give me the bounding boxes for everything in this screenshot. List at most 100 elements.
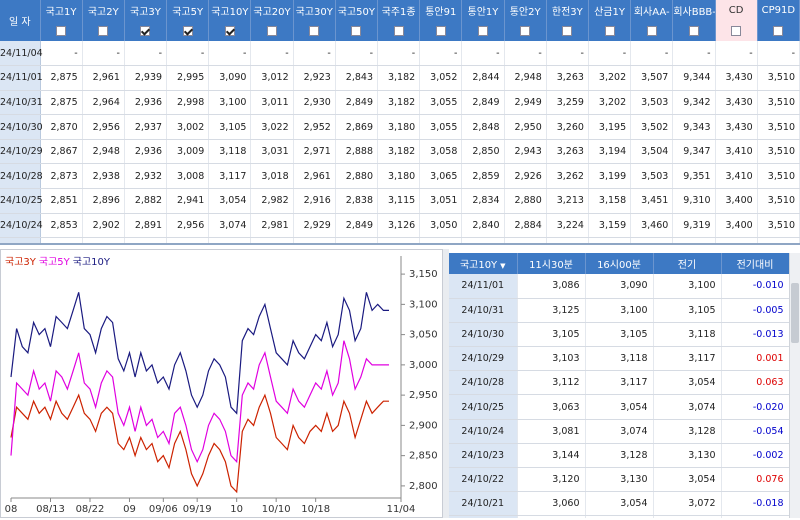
column-header[interactable]: 통안2Y <box>504 0 547 21</box>
column-header[interactable]: 국고50Y <box>335 0 379 21</box>
y-tick-label: 3,050 <box>409 330 438 341</box>
value-prev: 3,117 <box>653 346 722 372</box>
column-header[interactable]: 산금1Y <box>588 0 632 21</box>
side-table-row[interactable]: 24/11/01 3,086 3,090 3,100 -0.010 <box>449 274 790 299</box>
table-row[interactable]: 24/10/30 2,870 2,956 2,937 3,002 3,105 3,022 2,… <box>0 114 800 140</box>
series-checkbox[interactable] <box>731 25 742 36</box>
table-cell: 2,880 <box>504 188 547 214</box>
series-checkbox[interactable] <box>182 25 193 36</box>
table-cell: 3,002 <box>166 114 210 140</box>
value-1130: 3,086 <box>517 274 586 299</box>
panel-splitter[interactable] <box>443 249 449 518</box>
value-1600: 3,105 <box>585 322 654 348</box>
x-tick-label: 08/22 <box>76 504 105 515</box>
table-row[interactable]: 24/11/04- - - - - - - - - - - - - - - - - - <box>0 41 800 67</box>
side-table-row[interactable]: 24/10/22 3,120 3,130 3,054 0.076 <box>449 467 790 493</box>
column-select <box>208 21 252 41</box>
column-header[interactable]: 국고2Y <box>82 0 125 21</box>
series-checkbox[interactable] <box>224 25 235 36</box>
table-row[interactable]: 24/10/28 2,873 2,938 2,932 3,008 3,117 3,018 2,… <box>0 163 800 190</box>
series-checkbox[interactable] <box>393 25 404 36</box>
side-table-row[interactable]: 24/10/24 3,081 3,074 3,128 -0.054 <box>449 419 790 444</box>
side-column-header[interactable]: 11시30분 <box>517 253 586 274</box>
side-table-row[interactable]: 24/10/28 3,112 3,117 3,054 0.063 <box>449 370 790 396</box>
yield-chart: 3,150 3,100 3,050 3,000 2,950 2,900 2,850 2,800… <box>5 256 438 515</box>
table-cell: 2,961 <box>82 65 125 91</box>
side-column-header[interactable]: 16시00분 <box>585 253 654 274</box>
value-change: 0.063 <box>721 370 790 396</box>
table-cell: 2,896 <box>82 188 125 214</box>
table-row[interactable]: 24/11/01 2,875 2,961 2,939 2,995 3,090 3,012 2,… <box>0 65 800 91</box>
table-cell: 2,853 <box>40 213 83 239</box>
column-header[interactable]: 국고3Y <box>124 0 168 21</box>
series-checkbox[interactable] <box>351 25 362 36</box>
table-row[interactable]: 24/10/25 2,851 2,896 2,882 2,941 3,054 2,982 2,… <box>0 188 800 214</box>
side-table-scrollbar[interactable] <box>789 253 800 518</box>
table-row[interactable]: 24/10/31 2,875 2,964 2,936 2,998 3,100 3,011 2,… <box>0 90 800 116</box>
series-checkbox[interactable] <box>56 25 67 36</box>
table-cell: 3,192 <box>588 237 632 243</box>
value-change: -0.054 <box>721 419 790 444</box>
column-header[interactable]: 국고30Y <box>293 0 336 21</box>
series-line-국고5Y <box>10 340 389 464</box>
table-row[interactable]: 24/10/232,8792,9422,9363,0113,1283,0172,… <box>0 237 800 243</box>
series-checkbox[interactable] <box>646 25 657 36</box>
side-column-header[interactable]: 전기 <box>653 253 722 274</box>
value-prev: 3,054 <box>653 467 722 493</box>
column-header[interactable]: 국주1종 <box>377 0 421 21</box>
table-row[interactable]: 24/10/29 2,867 2,948 2,936 3,009 3,118 3,031 2,… <box>0 139 800 165</box>
side-table-row[interactable]: 24/10/29 3,103 3,118 3,117 0.001 <box>449 346 790 372</box>
side-table-row[interactable]: 24/10/30 3,105 3,105 3,118 -0.013 <box>449 322 790 348</box>
x-tick-label: 10 <box>230 504 243 515</box>
side-table-row[interactable]: 24/10/23 3,144 3,128 3,130 -0.002 <box>449 443 790 469</box>
y-tick-label: 2,950 <box>409 390 438 401</box>
column-select <box>630 21 674 41</box>
table-cell: 2,923 <box>293 65 336 91</box>
side-table-row[interactable]: 24/10/25 3,063 3,054 3,074 -0.020 <box>449 394 790 420</box>
column-header[interactable]: 국고1Y <box>40 0 83 21</box>
column-select <box>588 21 632 41</box>
side-table-row[interactable]: 24/10/31 3,125 3,100 3,105 -0.005 <box>449 298 790 323</box>
column-header[interactable]: 통안1Y <box>461 0 505 21</box>
column-header[interactable]: CD <box>715 0 758 21</box>
series-checkbox[interactable] <box>98 25 109 36</box>
series-checkbox[interactable] <box>477 25 488 36</box>
value-1600: 3,118 <box>585 346 654 372</box>
table-cell: 3,050 <box>419 213 463 239</box>
column-header[interactable]: 국고5Y <box>166 0 210 21</box>
series-checkbox[interactable] <box>435 25 446 36</box>
series-checkbox[interactable] <box>140 25 151 36</box>
series-checkbox[interactable] <box>688 25 699 36</box>
column-header[interactable]: 회사BBB- <box>672 0 716 21</box>
series-checkbox[interactable] <box>562 25 573 36</box>
column-header[interactable]: 한전3Y <box>546 0 589 21</box>
column-header[interactable]: CP91D <box>757 0 800 21</box>
column-header[interactable]: 국고20Y <box>250 0 294 21</box>
series-checkbox[interactable] <box>604 25 615 36</box>
table-cell: 3,510 <box>757 163 800 190</box>
treasury10y-table: 국고10Y ▼ 11시30분 16시00분 전기 전기대비 24/11/01 3,086 3,… <box>449 253 790 518</box>
table-cell: - <box>166 41 210 67</box>
table-cell: 9,351 <box>672 163 716 190</box>
series-checkbox[interactable] <box>267 25 278 36</box>
table-cell: 2,942 <box>82 237 125 243</box>
side-column-header[interactable]: 전기대비 <box>721 253 790 274</box>
table-cell: 2,971 <box>293 139 336 165</box>
table-cell: 9,344 <box>672 65 716 91</box>
value-1600: 3,072 <box>585 515 654 518</box>
series-checkbox[interactable] <box>773 25 784 36</box>
table-row[interactable]: 24/10/24 2,853 2,902 2,891 2,956 3,074 2,981 2,… <box>0 213 800 239</box>
series-checkbox[interactable] <box>309 25 320 36</box>
chart-legend: 국고3Y 국고5Y 국고10Y <box>5 253 113 268</box>
column-header[interactable]: 회사AA- <box>630 0 674 21</box>
y-tick-label: 3,100 <box>409 299 438 310</box>
side-table-row[interactable]: 24/10/21 3,060 3,054 3,072 -0.018 <box>449 491 790 517</box>
value-1130: 3,105 <box>517 322 586 348</box>
column-header[interactable]: 국고10Y <box>208 0 252 21</box>
series-checkbox[interactable] <box>520 25 531 36</box>
side-column-header[interactable]: 국고10Y ▼ <box>449 253 518 274</box>
row-date: 24/10/23 <box>0 237 41 243</box>
scrollbar-thumb[interactable] <box>791 283 799 343</box>
column-header[interactable]: 통안91 <box>419 0 463 21</box>
